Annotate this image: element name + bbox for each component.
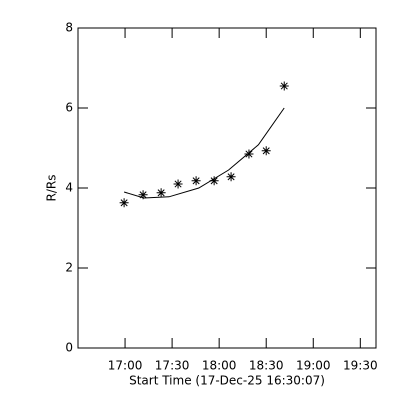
y-tick-label: 0 (65, 341, 73, 355)
plot-frame (77, 27, 377, 349)
x-tick-label: 19:30 (343, 359, 378, 373)
y-axis-label: R/Rs (45, 175, 59, 202)
y-tick-label: 8 (65, 21, 73, 35)
x-tick-label: 17:30 (155, 359, 190, 373)
x-tick-label: 18:30 (249, 359, 284, 373)
data-point (279, 81, 289, 91)
data-point (173, 179, 183, 189)
data-point (226, 172, 236, 182)
y-tick-label: 4 (65, 181, 73, 195)
data-point (138, 190, 148, 200)
data-point (244, 149, 254, 159)
y-tick-label: 2 (65, 261, 73, 275)
data-point (191, 176, 201, 186)
x-tick-label: 18:00 (202, 359, 237, 373)
x-tick-label: 19:00 (296, 359, 331, 373)
x-axis-label: Start Time (17-Dec-25 16:30:07) (129, 374, 325, 388)
data-point (156, 188, 166, 198)
data-point (261, 146, 271, 156)
fit-line (123, 107, 285, 199)
y-tick-label: 6 (65, 101, 73, 115)
data-point (119, 198, 129, 208)
data-point (209, 176, 219, 186)
x-tick-label: 17:00 (108, 359, 143, 373)
